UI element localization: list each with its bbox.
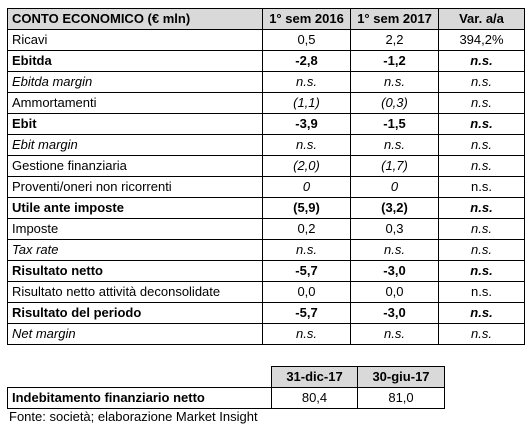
value-2017: -1,2 <box>350 50 439 72</box>
table-row: Risultato netto -5,7 -3,0 n.s. <box>7 260 525 282</box>
row-label: Ammortamenti <box>7 92 263 114</box>
income-statement-table: CONTO ECONOMICO (€ mln) 1° sem 2016 1° s… <box>7 8 525 345</box>
value-yoy: n.s. <box>438 260 525 282</box>
value-yoy: n.s. <box>438 197 525 219</box>
row-label: Utile ante imposte <box>7 197 263 219</box>
net-debt-header-row: 31-dic-17 30-giu-17 <box>8 366 445 388</box>
table-row: Ebit margin n.s. n.s. n.s. <box>7 134 525 156</box>
value-2016: -2,8 <box>262 50 351 72</box>
net-debt-row: Indebitamento finanziario netto 80,4 81,… <box>7 387 445 409</box>
row-label: Proventi/oneri non ricorrenti <box>7 176 263 198</box>
value-2017: -3,0 <box>350 260 439 282</box>
net-debt-header-blank <box>8 367 272 388</box>
table-row: Gestione finanziaria (2,0) (1,7) n.s. <box>7 155 525 177</box>
value-2017: n.s. <box>350 71 439 93</box>
header-title: CONTO ECONOMICO (€ mln) <box>7 8 263 30</box>
value-yoy: n.s. <box>438 113 525 135</box>
value-2016: (5,9) <box>262 197 351 219</box>
value-2017: n.s. <box>350 134 439 156</box>
value-yoy: n.s. <box>438 323 525 345</box>
table-row: Ebitda margin n.s. n.s. n.s. <box>7 71 525 93</box>
value-2017: -1,5 <box>350 113 439 135</box>
value-2016: 0,0 <box>262 281 351 303</box>
value-yoy: 394,2% <box>438 29 525 51</box>
value-2016: n.s. <box>262 134 351 156</box>
value-yoy: n.s. <box>438 302 525 324</box>
row-label: Ricavi <box>7 29 263 51</box>
value-2017: n.s. <box>350 323 439 345</box>
value-2017: 2,2 <box>350 29 439 51</box>
net-debt-table: 31-dic-17 30-giu-17 Indebitamento finanz… <box>7 366 445 409</box>
row-label: Ebitda <box>7 50 263 72</box>
net-debt-value-dec-17: 80,4 <box>271 387 358 409</box>
value-yoy: n.s. <box>438 176 525 198</box>
income-statement-header-row: CONTO ECONOMICO (€ mln) 1° sem 2016 1° s… <box>7 8 525 30</box>
table-row: Ebit -3,9 -1,5 n.s. <box>7 113 525 135</box>
net-debt-label: Indebitamento finanziario netto <box>7 387 272 409</box>
table-row: Ammortamenti (1,1) (0,3) n.s. <box>7 92 525 114</box>
value-yoy: n.s. <box>438 281 525 303</box>
table-row: Tax rate n.s. n.s. n.s. <box>7 239 525 261</box>
table-row: Risultato del periodo -5,7 -3,0 n.s. <box>7 302 525 324</box>
value-2017: 0,0 <box>350 281 439 303</box>
row-label: Ebitda margin <box>7 71 263 93</box>
value-2016: n.s. <box>262 71 351 93</box>
value-yoy: n.s. <box>438 71 525 93</box>
row-label: Risultato netto attività deconsolidate <box>7 281 263 303</box>
value-2016: -3,9 <box>262 113 351 135</box>
row-label: Risultato netto <box>7 260 263 282</box>
net-debt-value-jun-17: 81,0 <box>357 387 445 409</box>
value-2016: n.s. <box>262 239 351 261</box>
header-period-2016: 1° sem 2016 <box>262 8 351 30</box>
table-row: Utile ante imposte (5,9) (3,2) n.s. <box>7 197 525 219</box>
value-2017: (0,3) <box>350 92 439 114</box>
row-label: Tax rate <box>7 239 263 261</box>
source-note: Fonte: società; elaborazione Market Insi… <box>9 409 258 424</box>
value-yoy: n.s. <box>438 155 525 177</box>
value-yoy: n.s. <box>438 50 525 72</box>
value-2017: 0,3 <box>350 218 439 240</box>
value-yoy: n.s. <box>438 239 525 261</box>
value-2016: -5,7 <box>262 260 351 282</box>
row-label: Ebit <box>7 113 263 135</box>
value-2016: 0,2 <box>262 218 351 240</box>
value-2016: (1,1) <box>262 92 351 114</box>
value-2017: (3,2) <box>350 197 439 219</box>
header-date-dec-17: 31-dic-17 <box>271 366 358 388</box>
table-row: Net margin n.s. n.s. n.s. <box>7 323 525 345</box>
row-label: Net margin <box>7 323 263 345</box>
value-2017: (1,7) <box>350 155 439 177</box>
value-yoy: n.s. <box>438 218 525 240</box>
header-yoy-change: Var. a/a <box>438 8 525 30</box>
value-2016: (2,0) <box>262 155 351 177</box>
table-row: Ebitda -2,8 -1,2 n.s. <box>7 50 525 72</box>
header-date-jun-17: 30-giu-17 <box>357 366 445 388</box>
value-yoy: n.s. <box>438 92 525 114</box>
value-2017: n.s. <box>350 239 439 261</box>
table-row: Risultato netto attività deconsolidate 0,… <box>7 281 525 303</box>
row-label: Gestione finanziaria <box>7 155 263 177</box>
row-label: Ebit margin <box>7 134 263 156</box>
row-label: Imposte <box>7 218 263 240</box>
row-label: Risultato del periodo <box>7 302 263 324</box>
value-2016: -5,7 <box>262 302 351 324</box>
header-period-2017: 1° sem 2017 <box>350 8 439 30</box>
table-row: Imposte 0,2 0,3 n.s. <box>7 218 525 240</box>
value-2017: -3,0 <box>350 302 439 324</box>
value-2016: 0 <box>262 176 351 198</box>
value-yoy: n.s. <box>438 134 525 156</box>
value-2016: 0,5 <box>262 29 351 51</box>
value-2017: 0 <box>350 176 439 198</box>
value-2016: n.s. <box>262 323 351 345</box>
income-statement-body: Ricavi 0,5 2,2 394,2% Ebitda -2,8 -1,2 n.s. Ebit… <box>7 29 525 345</box>
table-row: Proventi/oneri non ricorrenti 0 0 n.s. <box>7 176 525 198</box>
table-row: Ricavi 0,5 2,2 394,2% <box>7 29 525 51</box>
